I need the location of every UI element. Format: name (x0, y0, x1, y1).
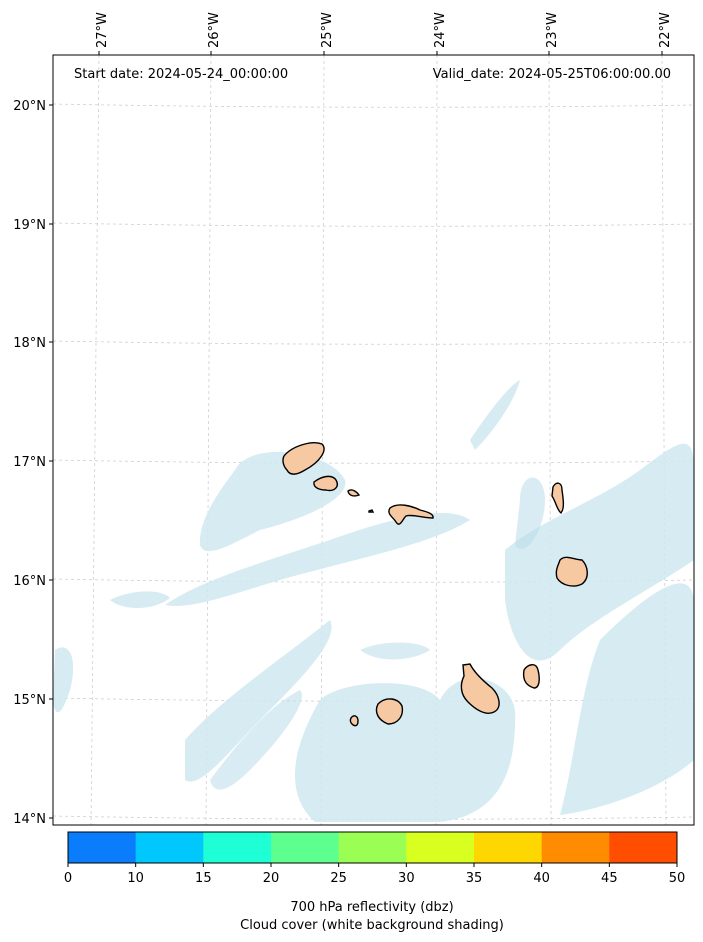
colorbar-segment (474, 832, 543, 863)
colorbar-tick-label: 0 (64, 871, 72, 886)
island-santa-luzia (347, 489, 361, 497)
longitude-ticks (98, 51, 663, 55)
start-date-label: Start date: 2024-05-24_00:00:00 (74, 67, 288, 82)
lon-label-24w: 24°W (433, 12, 448, 48)
map-frame (52, 54, 695, 826)
cloud-cover (53, 380, 694, 822)
colorbar-tick-label: 25 (330, 871, 347, 886)
lon-label-27w: 27°W (95, 12, 110, 48)
islands (282, 442, 588, 727)
colorbar-segment (609, 832, 678, 863)
colorbar-tick-label: 35 (466, 871, 483, 886)
latitude-ticks (49, 104, 53, 819)
colorbar-tick-label: 40 (533, 871, 550, 886)
colorbar-frame (67, 831, 678, 864)
colorbar-tick-label: 30 (398, 871, 415, 886)
island-boa-vista (555, 556, 588, 587)
island-branco (368, 509, 375, 513)
lat-label-16n: 16°N (13, 574, 46, 589)
colorbar-ticks: 0 10 15 20 25 30 35 40 45 50 (64, 863, 685, 886)
colorbar-segment (135, 832, 204, 863)
colorbar-tick-label: 50 (669, 871, 686, 886)
colorbar-segment (271, 832, 340, 863)
island-sao-vicente (313, 475, 338, 492)
lat-label-14n: 14°N (13, 812, 46, 827)
lat-label-15n: 15°N (13, 693, 46, 708)
lat-label-18n: 18°N (13, 336, 46, 351)
island-maio (522, 664, 540, 689)
colorbar (68, 832, 678, 863)
colorbar-segment (203, 832, 272, 863)
colorbar-segment (541, 832, 610, 863)
lon-label-26w: 26°W (207, 12, 222, 48)
island-santiago (460, 663, 500, 714)
lat-label-19n: 19°N (13, 218, 46, 233)
island-brava (349, 715, 359, 727)
colorbar-tick-label: 10 (127, 871, 144, 886)
graticule (52, 54, 695, 826)
colorbar-label: 700 hPa reflectivity (dbz) (290, 900, 453, 915)
island-sao-nicolau (388, 504, 434, 525)
island-fogo (375, 698, 404, 725)
colorbar-segment (406, 832, 475, 863)
colorbar-segment (68, 832, 137, 863)
colorbar-segment (338, 832, 407, 863)
island-sal (551, 482, 565, 514)
colorbar-tick-label: 15 (195, 871, 212, 886)
lon-label-22w: 22°W (658, 12, 673, 48)
valid-date-label: Valid_date: 2024-05-25T06:00:00.00 (433, 67, 671, 82)
colorbar-tick-label: 45 (601, 871, 618, 886)
lon-label-25w: 25°W (320, 12, 335, 48)
lat-label-17n: 17°N (13, 455, 46, 470)
colorbar-sublabel: Cloud cover (white background shading) (240, 918, 504, 933)
island-santo-antao (282, 442, 325, 475)
lat-label-20n: 20°N (13, 99, 46, 114)
lon-label-23w: 23°W (545, 12, 560, 48)
colorbar-tick-label: 20 (263, 871, 280, 886)
